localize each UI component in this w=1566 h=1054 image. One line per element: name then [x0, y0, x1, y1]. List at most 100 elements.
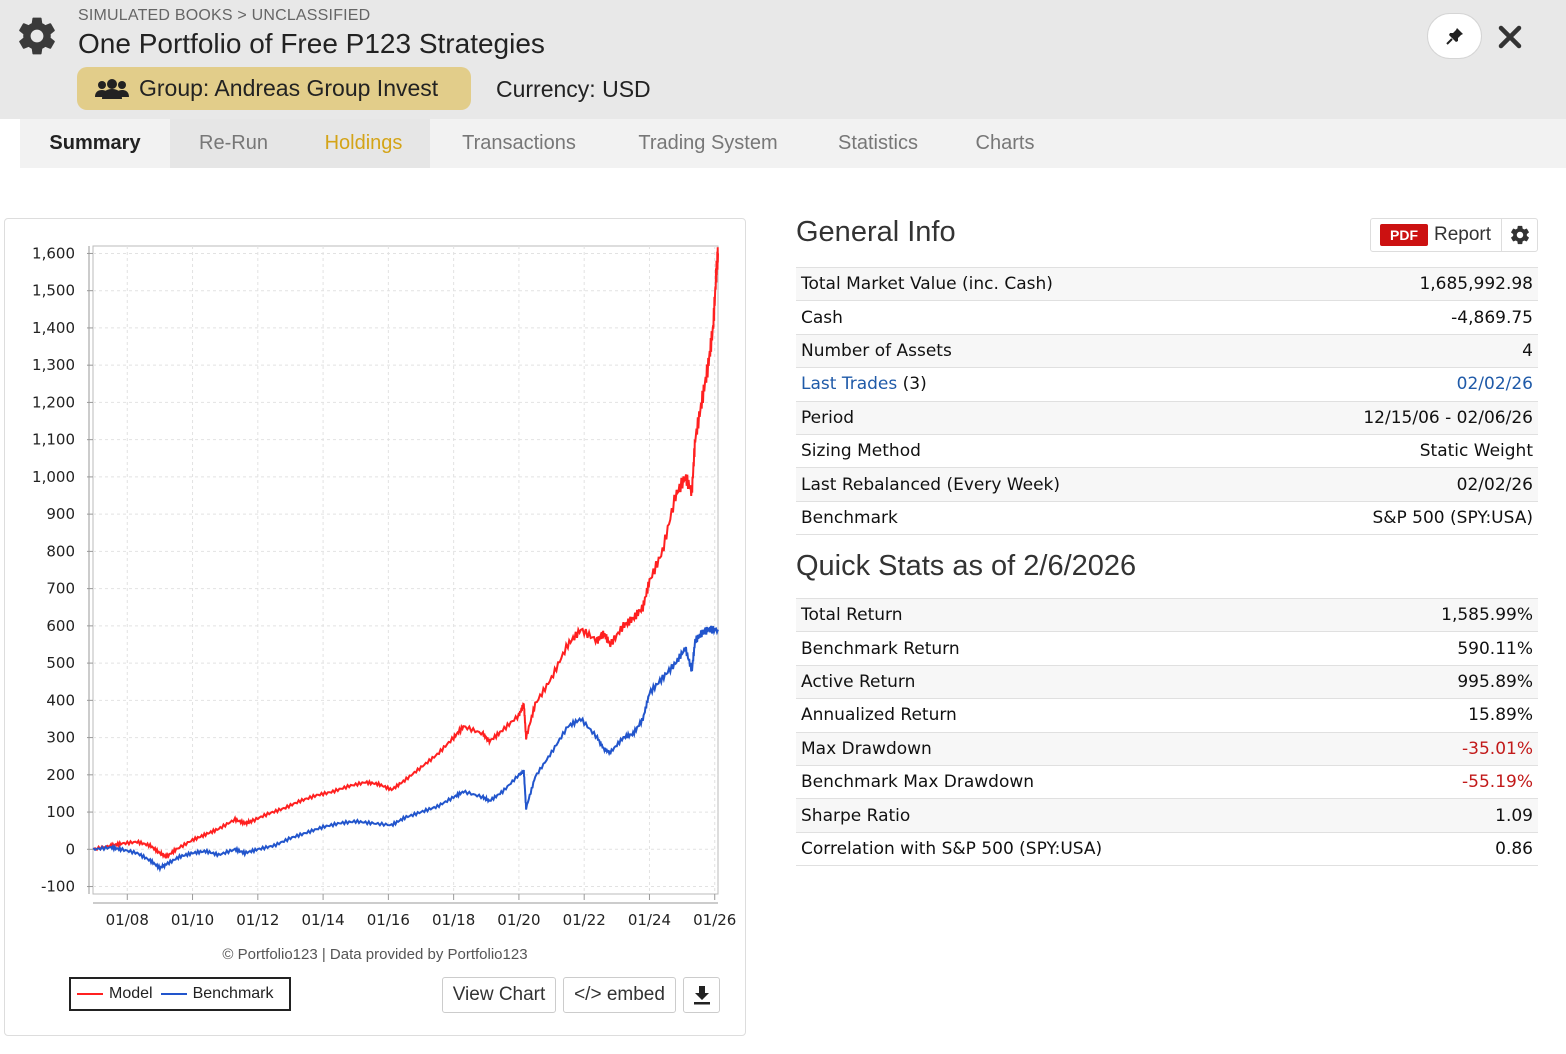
last-trades-date-link[interactable]: 02/02/26: [1456, 374, 1533, 395]
pdf-badge: PDF: [1380, 224, 1428, 246]
y-tick-label: 1,400: [32, 319, 75, 337]
row-label: Correlation with S&P 500 (SPY:USA): [796, 831, 1355, 867]
tab-summary[interactable]: Summary: [20, 119, 170, 168]
series-line-model: [92, 247, 719, 860]
legend-benchmark-label: Benchmark: [192, 985, 274, 1002]
row-label: Active Return: [796, 664, 1355, 699]
row-value: 0.86: [1354, 831, 1538, 867]
x-tick-label: 01/22: [563, 911, 606, 929]
table-row: Total Return 1,585.99%: [796, 597, 1538, 632]
group-label: Group: Andreas Group Invest: [139, 75, 439, 101]
row-value: 12/15/06 - 02/06/26: [1240, 400, 1538, 435]
performance-chart-panel: 1,600 1,500 1,400 1,300 1,200 1,100 1,000 900 80…: [4, 218, 746, 1036]
table-row: Benchmark Max Drawdown -55.19%: [796, 764, 1538, 799]
row-label: Total Return: [796, 597, 1355, 632]
close-button[interactable]: [1492, 19, 1528, 55]
tab-statistics[interactable]: Statistics: [837, 132, 919, 154]
row-label: Benchmark Return: [796, 631, 1355, 666]
row-label: Annualized Return: [796, 698, 1355, 733]
group-badge[interactable]: Group: Andreas Group Invest: [77, 67, 471, 110]
performance-chart[interactable]: 1,600 1,500 1,400 1,300 1,200 1,100 1,000 900 80…: [5, 219, 745, 939]
tab-transactions[interactable]: Transactions: [462, 132, 576, 154]
table-row: Last Rebalanced (Every Week) 02/02/26: [796, 467, 1538, 502]
currency-label: Currency: USD: [496, 76, 651, 102]
y-tick-label: 1,600: [32, 244, 75, 262]
x-tick-label: 01/14: [301, 911, 344, 929]
x-tick-label: 01/08: [106, 911, 149, 929]
x-tick-label: 01/24: [628, 911, 671, 929]
row-value: 4: [1240, 333, 1538, 368]
breadcrumb[interactable]: SIMULATED BOOKS > UNCLASSIFIED: [78, 7, 371, 24]
row-value: 995.89%: [1354, 664, 1538, 699]
plot-area: [92, 245, 719, 895]
last-trades-link[interactable]: Last Trades: [801, 374, 898, 395]
legend-model-swatch: [77, 993, 103, 995]
legend-benchmark: Benchmark: [160, 985, 274, 1003]
x-tick-label: 01/16: [367, 911, 410, 929]
general-info-title: General Info: [796, 216, 956, 248]
row-label: Cash: [796, 300, 1241, 335]
tab-trading-system[interactable]: Trading System: [638, 132, 778, 154]
row-value: -4,869.75: [1240, 300, 1538, 335]
row-value: 15.89%: [1354, 698, 1538, 733]
view-chart-button[interactable]: View Chart: [442, 977, 556, 1013]
pdf-report-button[interactable]: PDF Report: [1370, 218, 1538, 252]
row-value: Static Weight: [1240, 433, 1538, 468]
y-tick-label: 1,100: [32, 431, 75, 449]
y-tick-label: 700: [46, 580, 75, 598]
y-tick-label: 300: [46, 729, 75, 747]
y-tick-label: 400: [46, 691, 75, 709]
row-value: 1,685,992.98: [1240, 266, 1538, 301]
table-row: Sizing Method Static Weight: [796, 433, 1538, 468]
x-tick-label: 01/26: [693, 911, 736, 929]
y-tick-label: 800: [46, 542, 75, 560]
general-info-table: Total Market Value (inc. Cash) 1,685,992.…: [796, 266, 1538, 536]
table-row: Annualized Return 15.89%: [796, 698, 1538, 733]
series-line-benchmark: [92, 625, 719, 873]
row-value: -55.19%: [1354, 764, 1538, 799]
tab-re-run[interactable]: Re-Run: [170, 119, 297, 168]
legend-benchmark-swatch: [160, 993, 187, 995]
y-tick-label: 100: [46, 803, 75, 821]
users-icon: [95, 78, 129, 99]
row-label: Sizing Method: [796, 433, 1241, 468]
legend-model-label: Model: [109, 985, 153, 1002]
gear-icon[interactable]: [1509, 224, 1531, 246]
table-row: Number of Assets 4: [796, 333, 1538, 368]
chart-legend: Model Benchmark: [69, 977, 291, 1011]
y-tick-label: 600: [46, 617, 75, 635]
quick-stats-title: Quick Stats as of 2/6/2026: [796, 550, 1137, 582]
quick-stats-table: Total Return 1,585.99% Benchmark Return 59…: [796, 597, 1538, 867]
pin-button[interactable]: [1427, 13, 1482, 59]
y-tick-label: 500: [46, 654, 75, 672]
table-row: Period 12/15/06 - 02/06/26: [796, 400, 1538, 435]
row-label: Max Drawdown: [796, 731, 1355, 766]
tab-bar: Summary Re-Run Holdings Transactions Tra…: [20, 119, 1566, 168]
x-tick-label: 01/18: [432, 911, 475, 929]
row-value: 590.11%: [1354, 631, 1538, 666]
table-row: Correlation with S&P 500 (SPY:USA) 0.86: [796, 831, 1538, 867]
table-row: Active Return 995.89%: [796, 664, 1538, 699]
row-label: Last Rebalanced (Every Week): [796, 467, 1241, 502]
y-tick-label: 1,200: [32, 393, 75, 411]
row-value: 1,585.99%: [1354, 597, 1538, 632]
row-label: Total Market Value (inc. Cash): [796, 266, 1241, 301]
table-row: Benchmark Return 590.11%: [796, 631, 1538, 666]
legend-model: Model: [77, 985, 153, 1003]
row-value: S&P 500 (SPY:USA): [1240, 500, 1538, 536]
tab-holdings[interactable]: Holdings: [297, 119, 430, 168]
x-tick-label: 01/20: [497, 911, 540, 929]
report-divider: [1501, 219, 1502, 251]
tab-charts[interactable]: Charts: [975, 132, 1035, 154]
x-tick-label: 01/12: [236, 911, 279, 929]
download-button[interactable]: [683, 977, 720, 1013]
embed-button[interactable]: </> embed: [563, 977, 676, 1013]
gear-icon[interactable]: [15, 14, 59, 58]
report-label: Report: [1434, 224, 1492, 245]
row-value: 02/02/26: [1240, 467, 1538, 502]
row-value: 02/02/26: [1240, 367, 1538, 402]
row-label: Number of Assets: [796, 333, 1241, 368]
table-row: Cash -4,869.75: [796, 300, 1538, 335]
y-tick-label: 1,300: [32, 356, 75, 374]
table-row: Sharpe Ratio 1.09: [796, 798, 1538, 833]
